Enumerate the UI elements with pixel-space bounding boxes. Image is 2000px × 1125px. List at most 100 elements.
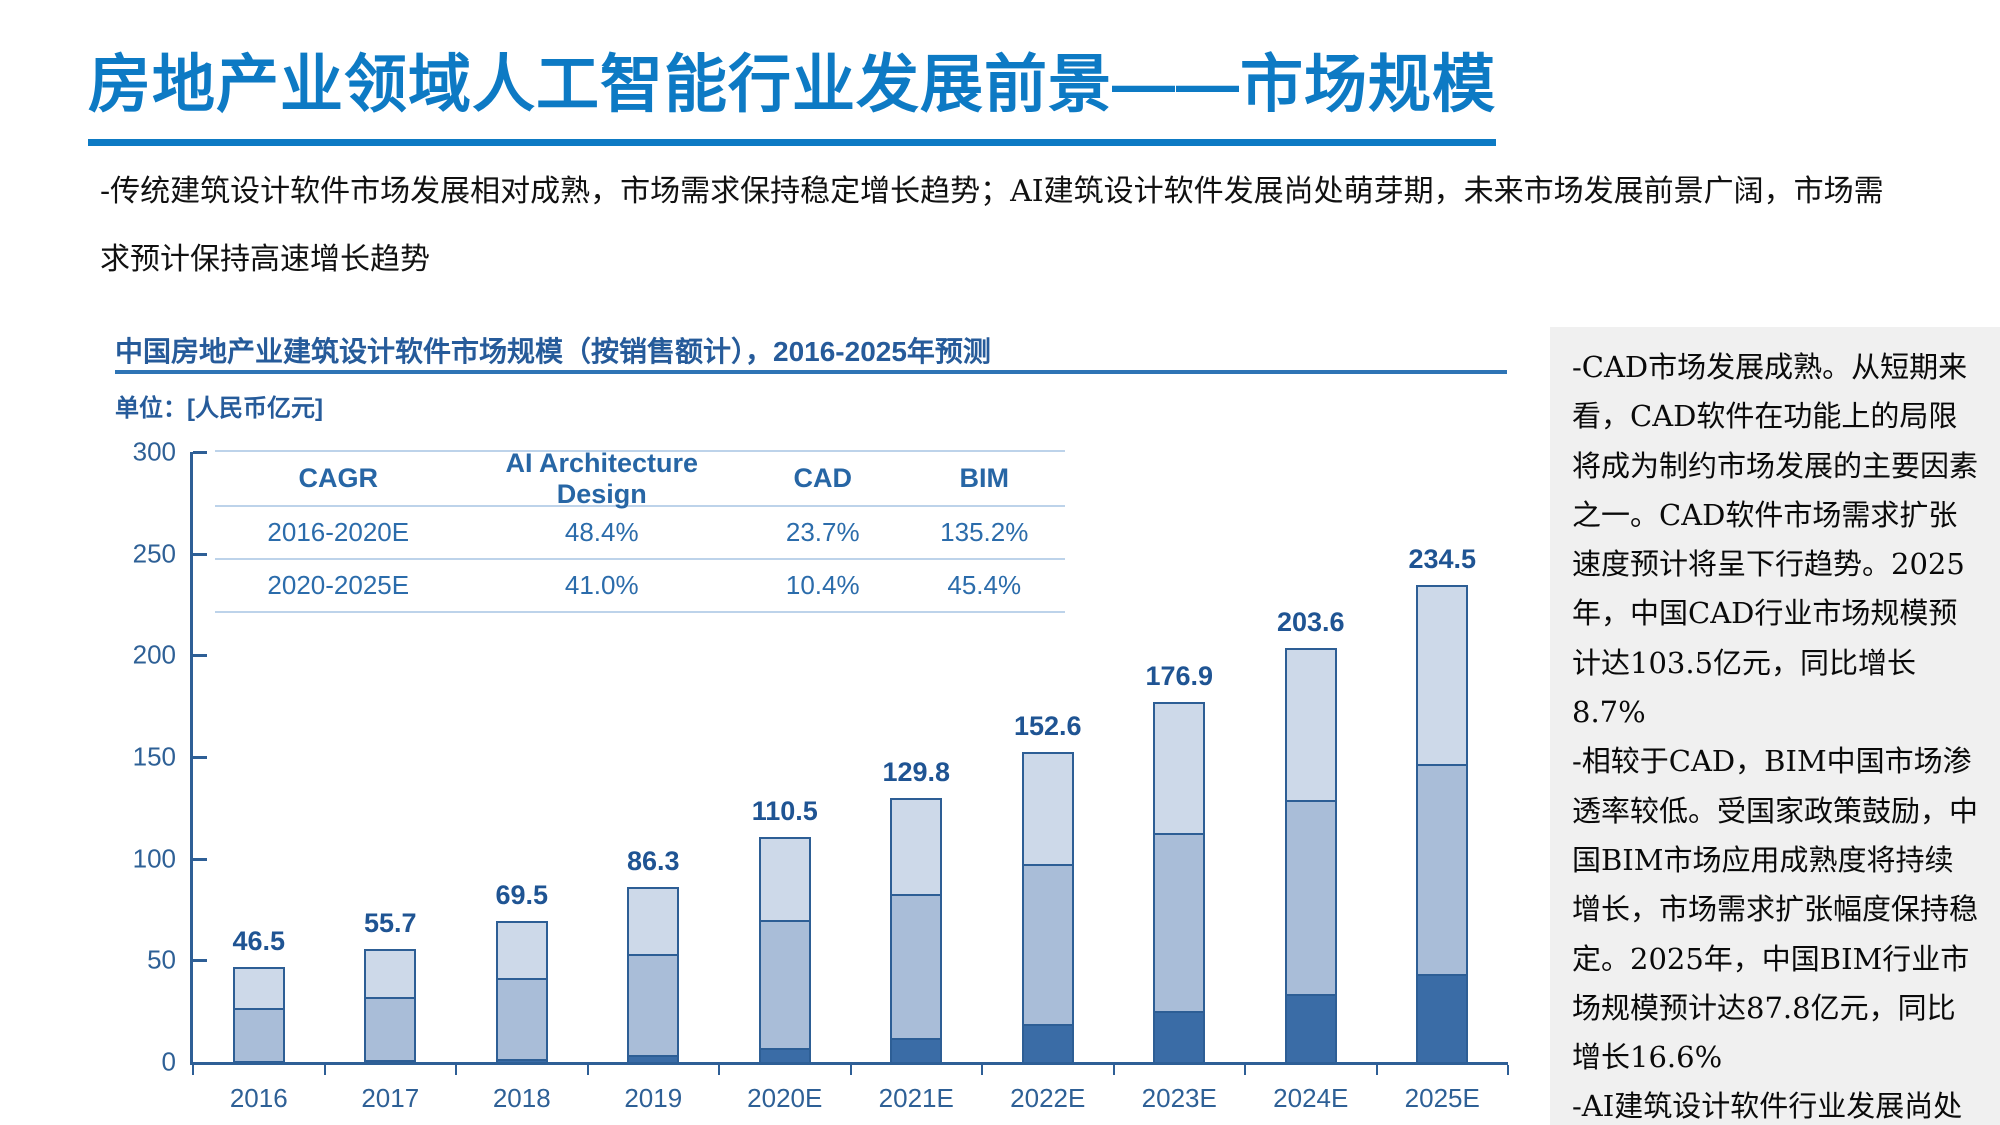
bar-segment-cad-2019 — [627, 954, 680, 1056]
x-axis-category-label: 2021E — [878, 1083, 954, 1113]
y-axis-tick-mark — [193, 654, 207, 658]
bar-total-label: 176.9 — [1145, 661, 1214, 692]
bar-segment-cad-2024E — [1284, 799, 1337, 995]
bar-segment-ai-architecture-design-2020E — [758, 1047, 811, 1062]
bar-segment-ai-architecture-design-2023E — [1153, 1010, 1206, 1062]
sidebar-paragraph-cad: -CAD市场发展成熟。从短期来看，CAD软件在功能上的局限将成为制约市场发展的主… — [1572, 350, 1979, 730]
cagr-table-header-row-cell: AI Architecture Design — [505, 447, 699, 509]
x-axis-tick-mark — [586, 1065, 589, 1075]
page-title: 房地产业领域人工智能行业发展前景——市场规模 — [88, 40, 1496, 147]
bar-segment-cad-2017 — [364, 996, 417, 1061]
sidebar-paragraph-ai: -AI建筑设计软件行业发展尚处于萌芽期，市场潜在需求空间广阔。2025年，中国A… — [1572, 1089, 1963, 1124]
x-axis-tick-mark — [849, 1065, 852, 1075]
y-axis-tick-label: 0 — [161, 1046, 176, 1077]
bar-segment-cad-2020E — [758, 920, 811, 1048]
x-axis-tick-mark — [192, 1065, 194, 1075]
cagr-table-data-row-0: 2016-2020E 48.4% 23.7% 135.2% — [215, 505, 1065, 558]
x-axis-category-label: 2020E — [747, 1083, 823, 1113]
bar-segment-bim-2023E — [1153, 702, 1206, 834]
chart-title: 中国房地产业建筑设计软件市场规模（按销售额计），2016-2025年预测 — [115, 336, 991, 367]
x-axis-category-label: 2022E — [1010, 1083, 1086, 1113]
y-axis-tick-mark — [193, 756, 207, 759]
cagr-table-header-row-cell: CAD — [793, 463, 853, 493]
x-axis-category-label: 2025E — [1404, 1083, 1480, 1113]
x-axis-category-label: 2017 — [361, 1083, 420, 1113]
bar-total-label: 152.6 — [1013, 710, 1082, 741]
bar-segment-bim-2021E — [890, 798, 943, 895]
x-axis-category-label: 2016 — [229, 1083, 288, 1113]
y-axis-tick-label: 300 — [132, 436, 176, 467]
bar-segment-ai-architecture-design-2022E — [1021, 1023, 1074, 1062]
bar-total-label: 55.7 — [363, 907, 417, 938]
bar-segment-cad-2025E — [1416, 763, 1469, 975]
bar-total-label: 69.5 — [495, 879, 549, 910]
y-axis-tick-mark — [193, 959, 207, 963]
x-axis-category-label: 2024E — [1273, 1083, 1349, 1113]
bar-segment-ai-architecture-design-2018 — [495, 1058, 548, 1062]
x-axis-tick-mark — [1244, 1065, 1246, 1075]
cagr-table-data-row-1-cell: 45.4% — [947, 570, 1022, 600]
chart-title-divider — [115, 370, 1507, 374]
y-axis-tick-label: 250 — [132, 538, 176, 569]
bar-total-label: 86.3 — [626, 845, 680, 876]
cagr-table-data-row-0-cell: 48.4% — [564, 517, 639, 547]
x-axis-category-label: 2018 — [492, 1083, 551, 1113]
bar-segment-bim-2020E — [758, 837, 811, 921]
y-axis-tick-label: 200 — [132, 639, 176, 670]
insight-sidebar: -CAD市场发展成熟。从短期来看，CAD软件在功能上的局限将成为制约市场发展的主… — [1550, 327, 2000, 1125]
x-axis-tick-mark — [455, 1065, 457, 1075]
bar-chart-plot: 0 50 100 150 200 250 300 46.5 2016 55.7 2017 69.5 20… — [133, 437, 1509, 1113]
x-axis-category-label: 2023E — [1141, 1083, 1217, 1113]
bar-segment-ai-architecture-design-2024E — [1284, 994, 1337, 1062]
y-axis-tick-label: 150 — [132, 741, 176, 772]
bar-segment-ai-architecture-design-2025E — [1416, 974, 1469, 1062]
y-axis-tick-label: 100 — [132, 843, 176, 874]
x-axis-tick-mark — [1375, 1065, 1378, 1075]
x-axis-tick-mark — [981, 1065, 983, 1075]
bar-total-label: 203.6 — [1276, 607, 1345, 638]
cagr-table-data-row-0-cell: 23.7% — [785, 517, 860, 547]
cagr-table-header-row: CAGR AI Architecture Design CAD BIM — [215, 448, 1065, 509]
bar-segment-cad-2018 — [495, 978, 548, 1059]
intro-text: -传统建筑设计软件市场发展相对成熟，市场需求保持稳定增长趋势；AI建筑设计软件发… — [100, 174, 1884, 277]
bar-segment-bim-2019 — [627, 886, 680, 955]
cagr-table-data-row-1-cell: 41.0% — [564, 570, 639, 600]
bar-segment-ai-architecture-design-2021E — [890, 1038, 943, 1062]
bar-total-label: 234.5 — [1408, 544, 1477, 575]
bar-segment-bim-2022E — [1021, 751, 1074, 864]
cagr-table-header-row-cell: CAGR — [298, 463, 379, 493]
bar-segment-ai-architecture-design-2016 — [232, 1060, 285, 1062]
bar-segment-ai-architecture-design-2017 — [364, 1060, 417, 1062]
x-axis-tick-mark — [323, 1065, 326, 1075]
cagr-table-data-row-0-cell: 135.2% — [940, 517, 1029, 547]
cagr-table-header-row-cell: BIM — [959, 463, 1010, 493]
bar-segment-bim-2016 — [232, 967, 285, 1008]
cagr-table-data-row-0-cell: 2016-2020E — [267, 517, 410, 547]
bar-segment-cad-2022E — [1021, 863, 1074, 1024]
x-axis-tick-mark — [1507, 1065, 1509, 1075]
sidebar-paragraph-bim: -相较于CAD，BIM中国市场渗透率较低。受国家政策鼓励，中国BIM市场应用成熟… — [1572, 744, 1979, 1075]
cagr-table: CAGR AI Architecture Design CAD BIM 2016-202… — [215, 448, 1065, 613]
chart-unit-label: 单位：[人民币亿元] — [115, 395, 323, 422]
bar-segment-bim-2024E — [1284, 648, 1337, 800]
x-axis-tick-mark — [1112, 1065, 1115, 1075]
x-axis-category-label: 2019 — [624, 1083, 683, 1113]
bar-segment-bim-2017 — [364, 948, 417, 997]
cagr-table-data-row-1-cell: 2020-2025E — [267, 570, 410, 600]
bar-total-label: 46.5 — [232, 926, 286, 957]
bar-total-label: 110.5 — [751, 796, 818, 827]
y-axis-tick-mark — [193, 552, 207, 556]
y-axis-tick-mark — [193, 451, 207, 454]
y-axis-tick-label: 50 — [147, 944, 176, 975]
x-axis-tick-mark — [718, 1065, 720, 1075]
bar-segment-bim-2018 — [495, 920, 548, 979]
bar-segment-cad-2016 — [232, 1007, 285, 1061]
bar-segment-cad-2021E — [890, 894, 943, 1039]
bar-total-label: 129.8 — [882, 757, 951, 788]
bar-segment-bim-2025E — [1416, 585, 1469, 764]
cagr-table-data-row-1: 2020-2025E 41.0% 10.4% 45.4% — [215, 558, 1065, 613]
bar-segment-ai-architecture-design-2019 — [627, 1055, 680, 1062]
bar-segment-cad-2023E — [1153, 833, 1206, 1011]
y-axis-tick-mark — [193, 857, 207, 861]
